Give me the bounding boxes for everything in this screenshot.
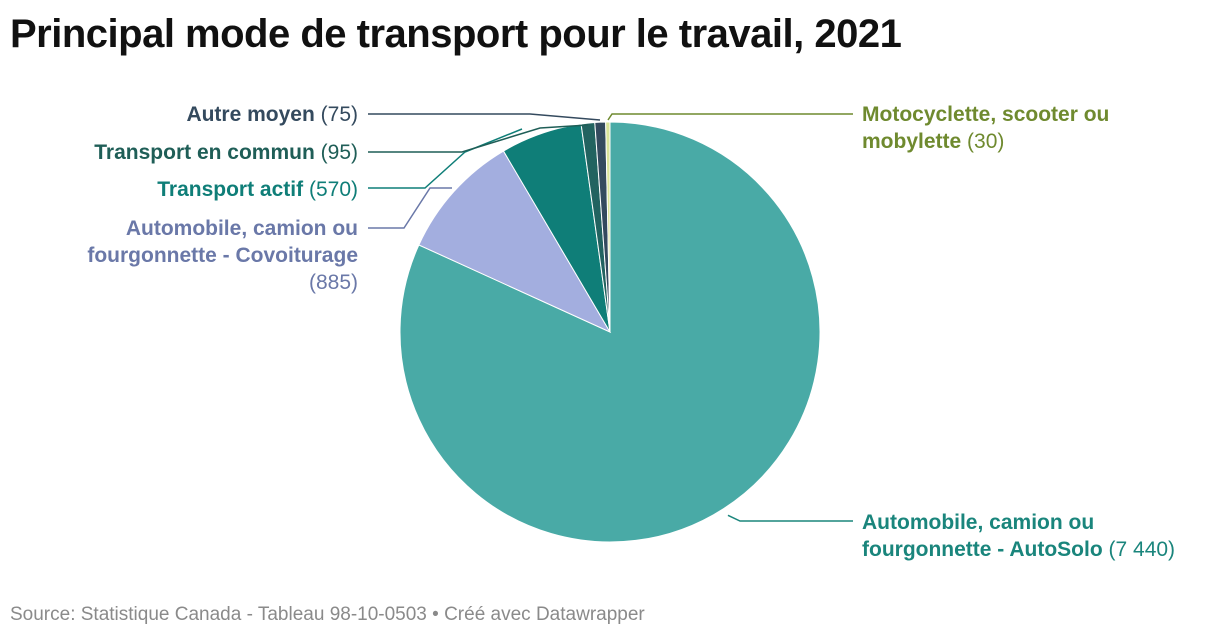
leader-line-3 [368, 124, 589, 153]
label-autre: Autre moyen (75) [186, 103, 358, 126]
label-commun: Transport en commun (95) [94, 141, 358, 164]
chart-title: Principal mode de transport pour le trav… [10, 12, 902, 56]
label-moto: Motocyclette, scooter ou mobylette (30) [862, 103, 1110, 153]
pie-slice-1 [418, 150, 612, 334]
leader-line-1 [368, 187, 452, 229]
source-note: Source: Statistique Canada - Tableau 98-… [10, 604, 645, 625]
label-covoiturage: Automobile, camion ou fourgonnette - Cov… [87, 217, 358, 294]
leader-line-0 [727, 514, 853, 522]
label-autosolo: Automobile, camion ou fourgonnette - Aut… [862, 511, 1176, 561]
leader-line-2 [368, 128, 523, 189]
label-actif: Transport actif (570) [157, 178, 358, 201]
pie-slice-5 [605, 121, 611, 333]
leader-line-5 [607, 113, 853, 121]
leader-line-4 [368, 113, 601, 121]
